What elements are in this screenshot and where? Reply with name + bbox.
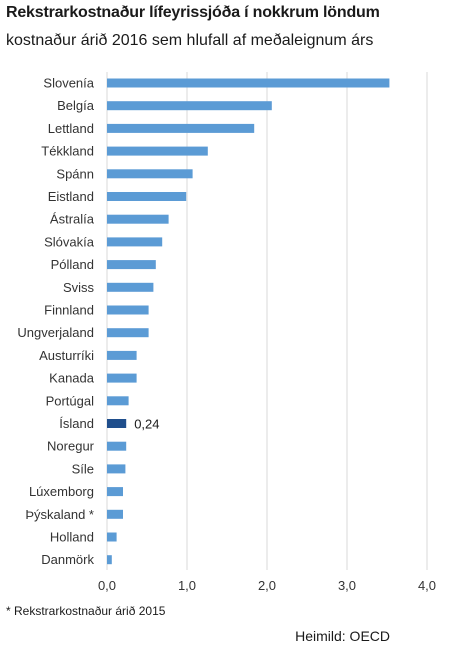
category-label: Ungverjaland	[17, 325, 94, 340]
category-label: Kanada	[49, 371, 95, 386]
bar	[107, 373, 137, 383]
source-note: Heimild: OECD	[295, 628, 390, 644]
category-label: Spánn	[56, 166, 94, 181]
bar	[107, 532, 117, 542]
x-tick-label: 2,0	[258, 578, 276, 593]
category-label: Lettland	[48, 121, 94, 136]
category-label: Pólland	[51, 257, 94, 272]
bar	[107, 350, 137, 360]
x-tick-label: 0,0	[98, 578, 116, 593]
bar	[107, 419, 127, 428]
category-label: Finnland	[44, 303, 94, 318]
category-label: Austurríki	[39, 348, 94, 363]
bar	[107, 509, 123, 519]
bar	[107, 78, 390, 88]
category-label: Síle	[72, 461, 94, 476]
data-label: 0,24	[134, 417, 159, 432]
category-label: Ástralía	[50, 212, 95, 227]
x-tick-label: 4,0	[418, 578, 436, 593]
x-tick-label: 1,0	[178, 578, 196, 593]
bar	[107, 555, 112, 565]
bar	[107, 487, 123, 497]
bar	[107, 237, 163, 247]
category-label: Slovenía	[43, 76, 94, 91]
category-label: Tékkland	[41, 144, 94, 159]
bar	[107, 214, 169, 224]
category-label: Noregur	[47, 439, 95, 454]
category-label: Þýskaland *	[25, 507, 94, 522]
x-tick-label: 3,0	[338, 578, 356, 593]
chart-title: Rekstrarkostnaður lífeyrissjóða í nokkru…	[6, 4, 380, 21]
category-label: Slóvakía	[44, 234, 95, 249]
category-label: Lúxemborg	[29, 484, 94, 499]
bar	[107, 282, 154, 292]
category-label: Belgía	[57, 98, 95, 113]
category-label: Holland	[50, 530, 94, 545]
footnote: * Rekstrarkostnaður árið 2015	[6, 604, 166, 618]
bar	[107, 192, 187, 201]
category-label: Danmörk	[41, 552, 94, 567]
bar	[107, 464, 126, 474]
chart-subtitle: kostnaður árið 2016 sem hlufall af meðal…	[6, 32, 374, 49]
bar	[107, 396, 129, 406]
bar	[107, 260, 156, 270]
category-label: Sviss	[63, 280, 95, 295]
bar	[107, 123, 255, 133]
bar	[107, 305, 149, 315]
category-label: Eistland	[48, 189, 94, 204]
category-label: Portúgal	[46, 393, 95, 408]
bar	[107, 328, 149, 338]
category-label: Ísland	[59, 416, 94, 431]
bar	[107, 146, 208, 156]
bar	[107, 101, 272, 111]
bar	[107, 441, 127, 451]
bar	[107, 169, 193, 179]
